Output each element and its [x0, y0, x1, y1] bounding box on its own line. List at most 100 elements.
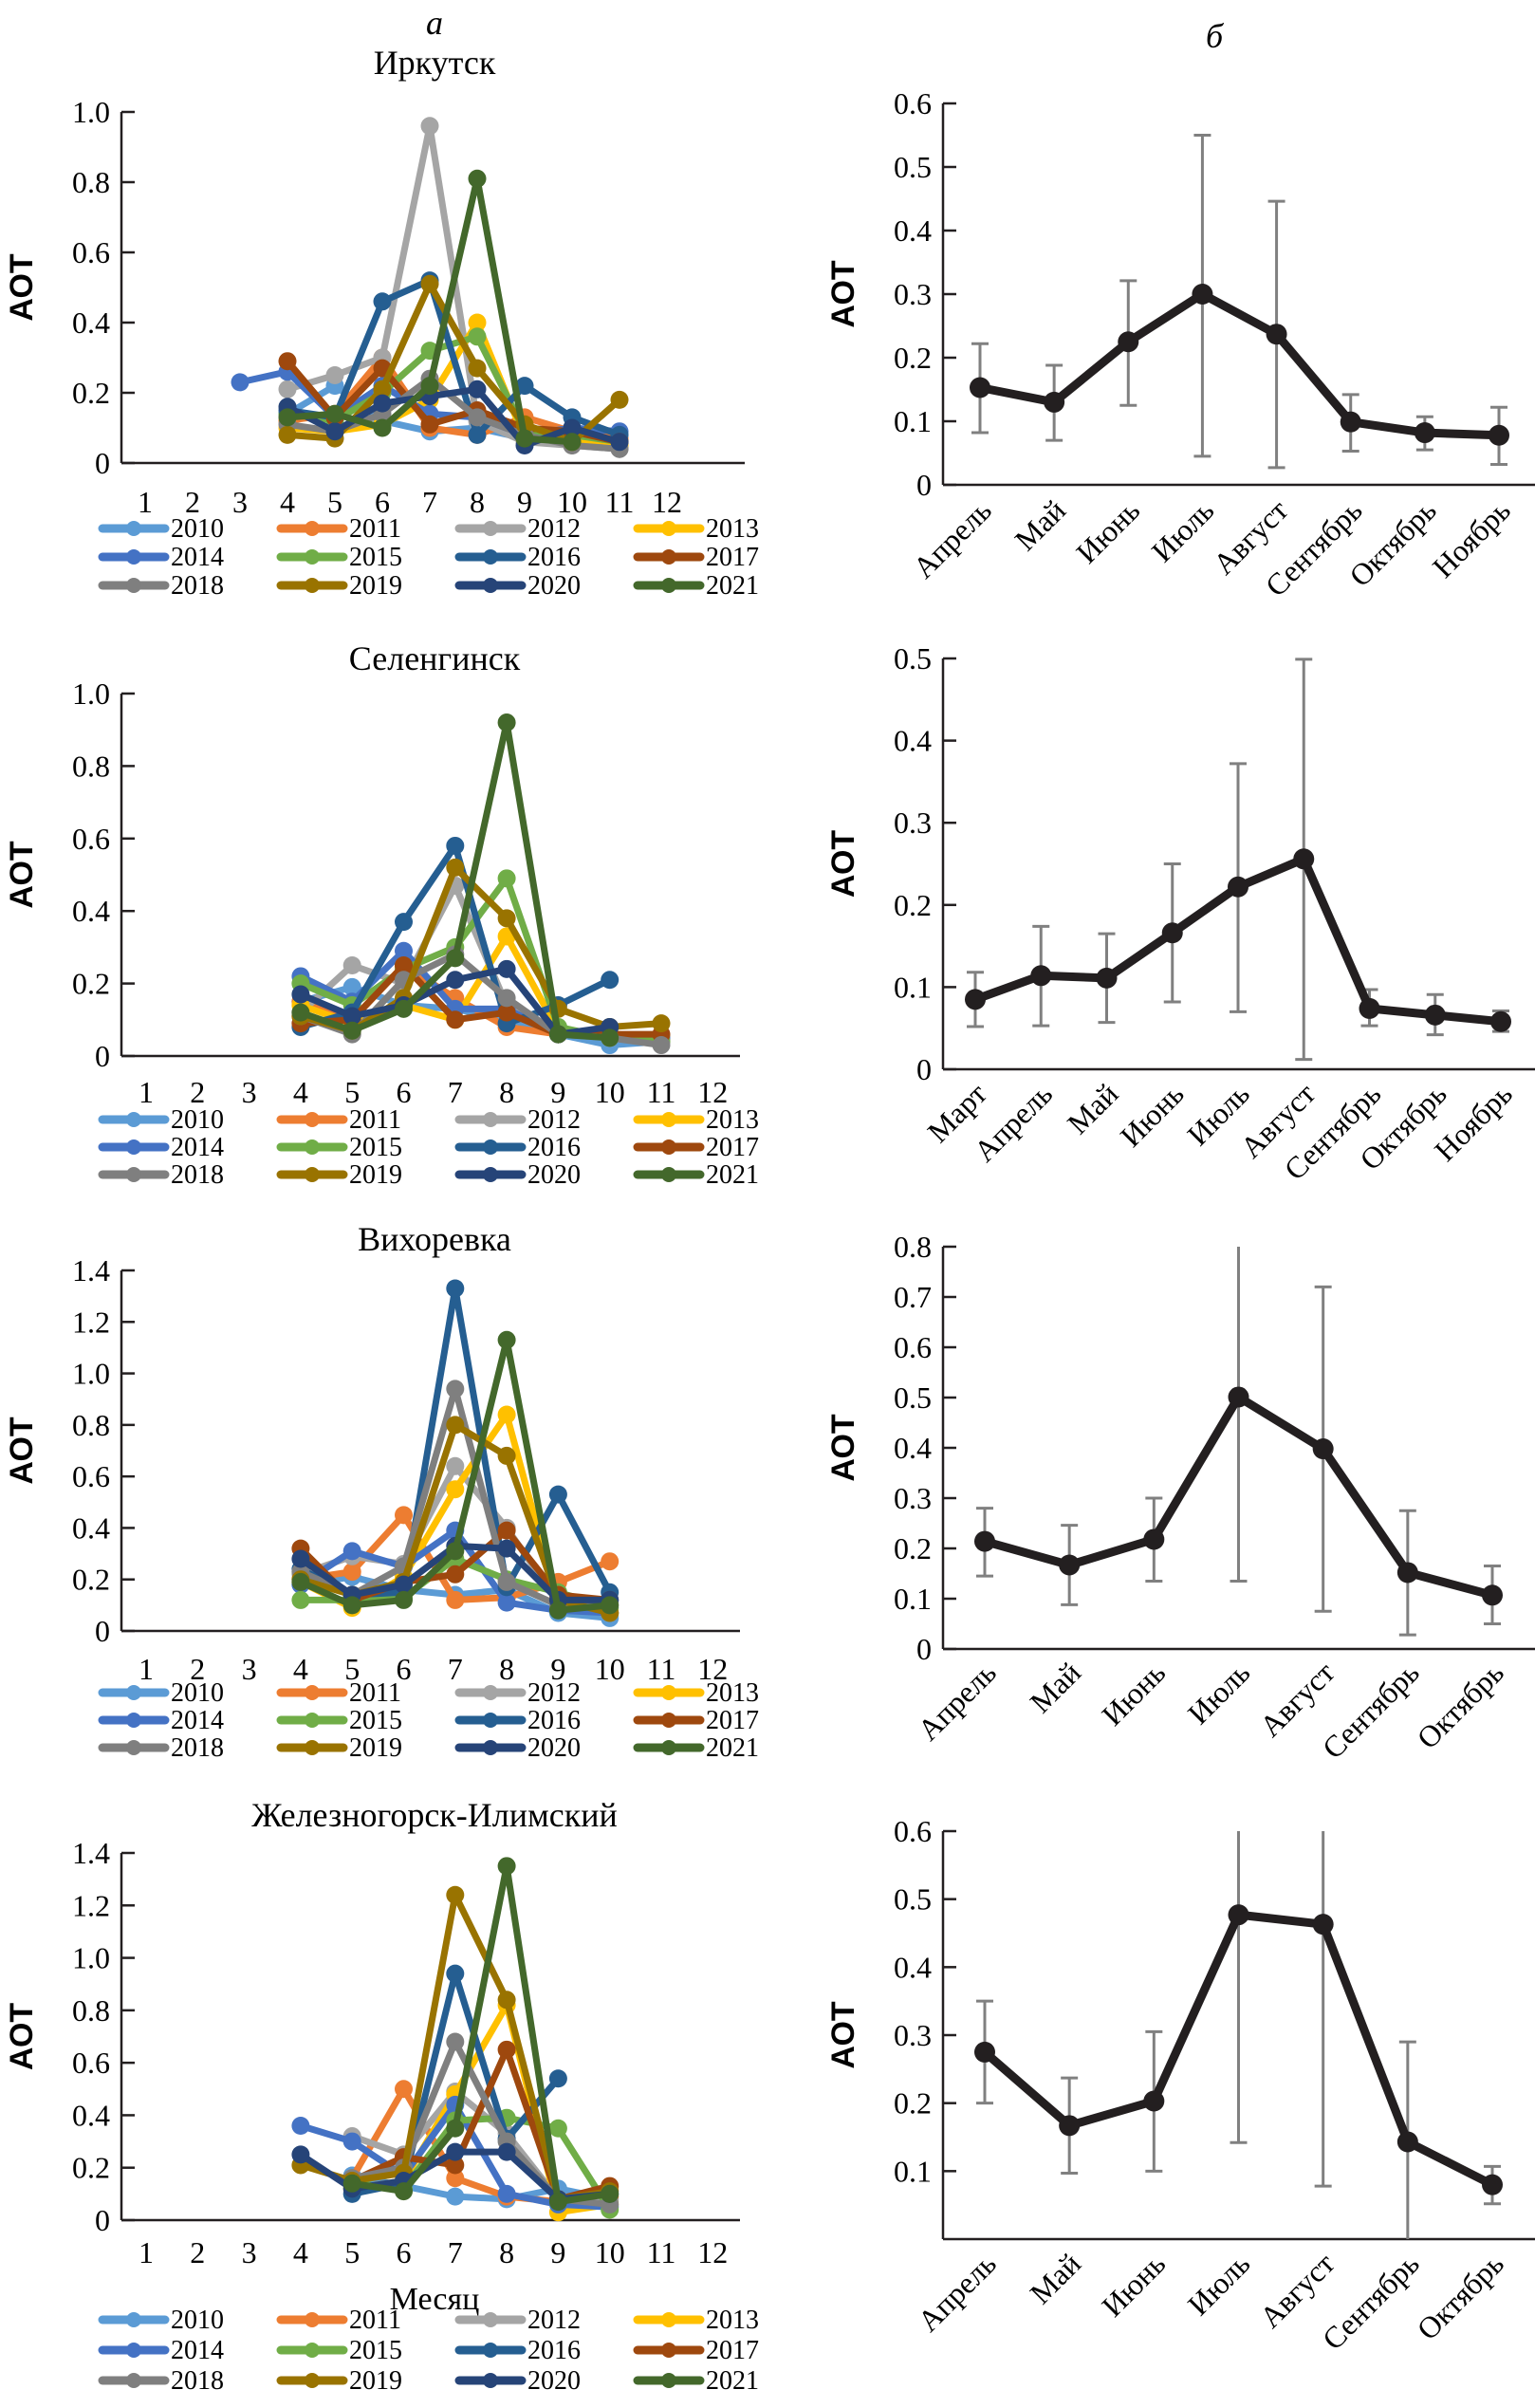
y-tick-label: 0.3: [894, 277, 932, 311]
legend-label: 2019: [349, 571, 402, 601]
mean-point: [1030, 965, 1052, 987]
data-point: [373, 380, 392, 398]
legend-label: 2012: [527, 1105, 581, 1135]
legend-item: 2020: [454, 1733, 581, 1763]
data-point: [446, 1565, 465, 1584]
data-point: [468, 313, 487, 332]
data-point: [548, 1601, 567, 1620]
panel-label-right: б: [1206, 17, 1225, 55]
data-point: [446, 2169, 465, 2188]
legend-item: 2019: [276, 2366, 402, 2396]
legend-item: 2017: [633, 2336, 759, 2365]
legend-marker: [305, 1167, 320, 1182]
legend-item: 2019: [276, 1160, 402, 1190]
legend-item: 2015: [276, 2336, 402, 2365]
data-point: [497, 2184, 516, 2203]
legend-label: 2020: [527, 1160, 581, 1190]
x-tick-label: 8: [499, 1652, 514, 1686]
data-point: [652, 1014, 671, 1033]
mean-point: [965, 989, 986, 1010]
x-tick-label: Апрель: [911, 1655, 1003, 1747]
x-tick-label: 11: [605, 485, 635, 519]
y-tick-label: 1.0: [72, 1941, 110, 1975]
y-tick-label: 0.4: [72, 2098, 110, 2132]
data-point: [497, 1572, 516, 1591]
data-point: [395, 1575, 413, 1594]
legend-label: 2018: [171, 1733, 224, 1763]
mean-point: [1228, 1386, 1249, 1408]
y-tick-label: 0.5: [894, 641, 932, 676]
x-tick-label: 1: [138, 485, 153, 519]
data-point: [497, 1330, 516, 1349]
legend-marker: [305, 1685, 320, 1700]
y-tick-label: 0.8: [72, 165, 110, 199]
y-axis-title: АОТ: [825, 1414, 861, 1482]
y-tick-label: 0.2: [72, 967, 110, 1001]
y-tick-label: 0.1: [894, 2154, 932, 2188]
mean-point: [1059, 1554, 1081, 1576]
data-point: [395, 999, 413, 1018]
legend-item: 2012: [454, 514, 581, 544]
y-axis-title: АОТ: [825, 830, 861, 898]
legend-marker: [483, 578, 498, 593]
y-tick-label: 0.3: [894, 806, 932, 840]
legend-label: 2020: [527, 571, 581, 601]
data-point: [395, 941, 413, 960]
data-point: [446, 949, 465, 968]
legend-marker: [126, 2373, 141, 2388]
legend-item: 2014: [98, 543, 224, 572]
chart-title: Селенгинск: [349, 639, 521, 677]
legend-item: 2021: [633, 571, 759, 601]
data-point: [446, 836, 465, 855]
data-point: [446, 1590, 465, 1609]
y-tick-label: 1.0: [72, 676, 110, 711]
legend-label: 2017: [706, 1133, 759, 1162]
legend-item: 2021: [633, 1160, 759, 1190]
series-2021: [342, 1857, 620, 2212]
data-point: [291, 1003, 310, 1022]
legend-item: 2010: [98, 1678, 224, 1708]
y-tick-label: 0.7: [894, 1280, 932, 1314]
data-point: [446, 971, 465, 990]
y-tick-label: 0: [916, 468, 932, 502]
legend-item: 2021: [633, 1733, 759, 1763]
legend-marker: [126, 1139, 141, 1155]
legend-marker: [305, 1139, 320, 1155]
legend-item: 2016: [454, 543, 581, 572]
data-point: [342, 1007, 361, 1026]
legend-marker: [305, 2343, 320, 2358]
x-tick-label: 12: [697, 2235, 728, 2269]
legend: 2010 2011 2012 2013 2014 2015 2016 2017 2018 2019…: [98, 1105, 759, 1190]
x-tick-label: Июль: [1181, 2246, 1257, 2322]
legend-label: 2019: [349, 2366, 402, 2396]
legend: 2010 2011 2012 2013 2014 2015 2016 2017 2018 2019…: [98, 1678, 759, 1763]
data-point: [291, 1572, 310, 1591]
data-point: [497, 1539, 516, 1558]
x-tick-label: 4: [293, 2235, 308, 2269]
mean-point: [1312, 1438, 1334, 1460]
legend-marker: [661, 578, 676, 593]
data-point: [497, 989, 516, 1008]
y-tick-label: 0: [916, 1632, 932, 1666]
legend-item: 2015: [276, 1133, 402, 1162]
data-point: [231, 373, 250, 392]
legend-label: 2010: [171, 514, 224, 544]
legend-item: 2010: [98, 514, 224, 544]
data-point: [325, 366, 344, 384]
legend-item: 2015: [276, 1706, 402, 1735]
chart-title: Железногорск-Илимский: [251, 1796, 618, 1834]
y-tick-label: 0.2: [894, 888, 932, 922]
y-tick-label: 0: [95, 2203, 110, 2237]
mean-point: [1424, 1004, 1446, 1026]
y-tick-label: 0.8: [72, 749, 110, 783]
data-point: [468, 327, 487, 346]
data-point: [342, 1021, 361, 1040]
data-point: [446, 1480, 465, 1499]
y-axis-title: АОТ: [4, 1417, 40, 1485]
legend-label: 2021: [706, 2366, 759, 2396]
series-2021: [291, 1330, 620, 1620]
legend-marker: [126, 1713, 141, 1728]
x-tick-label: 3: [242, 1075, 257, 1109]
